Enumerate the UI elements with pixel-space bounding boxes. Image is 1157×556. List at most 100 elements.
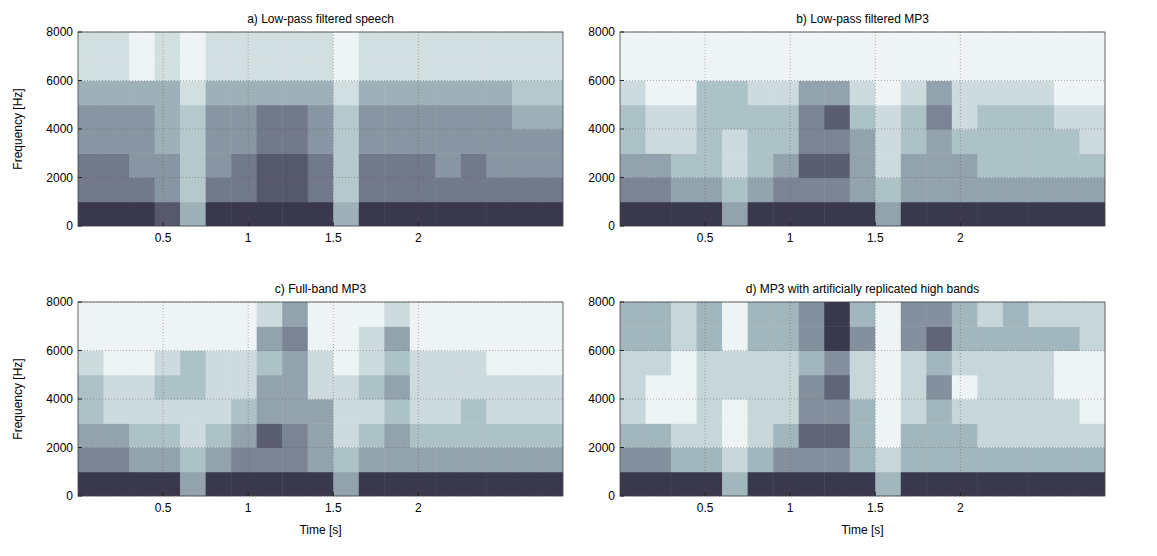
- tick: [78, 177, 82, 178]
- cell: [620, 32, 646, 57]
- cell: [104, 302, 130, 327]
- cell: [155, 472, 181, 496]
- cell: [257, 129, 283, 154]
- cell: [78, 375, 104, 400]
- cell: [977, 56, 1003, 81]
- cell: [78, 448, 104, 473]
- cell: [1028, 472, 1054, 496]
- cell: [952, 202, 978, 226]
- cell: [748, 375, 774, 400]
- cell: [671, 399, 697, 424]
- cell: [206, 178, 232, 203]
- tick-label: 8000: [588, 25, 615, 39]
- cell: [773, 375, 799, 400]
- cell: [257, 399, 283, 424]
- tick: [78, 447, 82, 448]
- cell: [461, 326, 487, 351]
- cell: [129, 178, 155, 203]
- tick-label: 6000: [588, 74, 615, 88]
- cell: [1054, 153, 1080, 178]
- cell: [646, 448, 672, 473]
- cells: [620, 32, 1105, 226]
- cell: [1003, 32, 1029, 57]
- cell: [722, 202, 748, 226]
- cell: [850, 423, 876, 448]
- cell: [748, 399, 774, 424]
- grid-line: [960, 32, 961, 226]
- cell: [180, 326, 206, 351]
- cell: [646, 375, 672, 400]
- cell: [850, 178, 876, 203]
- cell: [824, 326, 850, 351]
- tick-label: 1.5: [867, 231, 884, 245]
- cell: [180, 375, 206, 400]
- cell: [1003, 448, 1029, 473]
- cell: [282, 56, 308, 81]
- cell: [722, 375, 748, 400]
- cell: [748, 153, 774, 178]
- tick: [163, 222, 164, 226]
- tick: [620, 32, 624, 33]
- cell: [333, 32, 359, 57]
- cell: [1054, 423, 1080, 448]
- cell: [282, 32, 308, 57]
- cell: [1079, 105, 1105, 130]
- cell: [461, 375, 487, 400]
- cell: [129, 153, 155, 178]
- cell: [537, 202, 563, 226]
- cell: [901, 448, 927, 473]
- cell: [282, 351, 308, 376]
- cell: [671, 326, 697, 351]
- cell: [384, 302, 410, 327]
- cell: [384, 326, 410, 351]
- cell: [537, 472, 563, 496]
- cell: [129, 105, 155, 130]
- cell: [697, 302, 723, 327]
- cell: [104, 399, 130, 424]
- cell: [333, 351, 359, 376]
- cell: [773, 326, 799, 351]
- cell: [1054, 178, 1080, 203]
- cell: [697, 178, 723, 203]
- tick-label: 4000: [46, 392, 73, 406]
- cell: [799, 448, 825, 473]
- cell: [697, 448, 723, 473]
- tick: [790, 492, 791, 496]
- cell: [824, 399, 850, 424]
- grid-line: [790, 302, 791, 496]
- cell: [308, 105, 334, 130]
- tick-label: 0: [608, 489, 615, 503]
- cell: [977, 448, 1003, 473]
- cell: [1079, 326, 1105, 351]
- cell: [155, 105, 181, 130]
- cell: [1079, 153, 1105, 178]
- cell: [977, 202, 1003, 226]
- grid-line: [418, 302, 419, 496]
- cell: [1003, 153, 1029, 178]
- cell: [410, 153, 436, 178]
- cell: [282, 375, 308, 400]
- cell: [537, 81, 563, 106]
- cell: [1054, 375, 1080, 400]
- cell: [282, 178, 308, 203]
- cell: [206, 448, 232, 473]
- tick-label: 1: [245, 231, 252, 245]
- cell: [850, 448, 876, 473]
- cell: [78, 56, 104, 81]
- cell: [512, 351, 538, 376]
- cell: [180, 302, 206, 327]
- cell: [486, 81, 512, 106]
- cell: [824, 351, 850, 376]
- tick: [418, 222, 419, 226]
- cell: [926, 302, 952, 327]
- tick: [333, 222, 334, 226]
- cell: [646, 472, 672, 496]
- cell: [1028, 153, 1054, 178]
- axis-title: Frequency [Hz]: [11, 88, 25, 169]
- cell: [104, 153, 130, 178]
- cell: [875, 472, 901, 496]
- cell: [155, 423, 181, 448]
- cell: [850, 56, 876, 81]
- cell: [512, 129, 538, 154]
- cell: [952, 472, 978, 496]
